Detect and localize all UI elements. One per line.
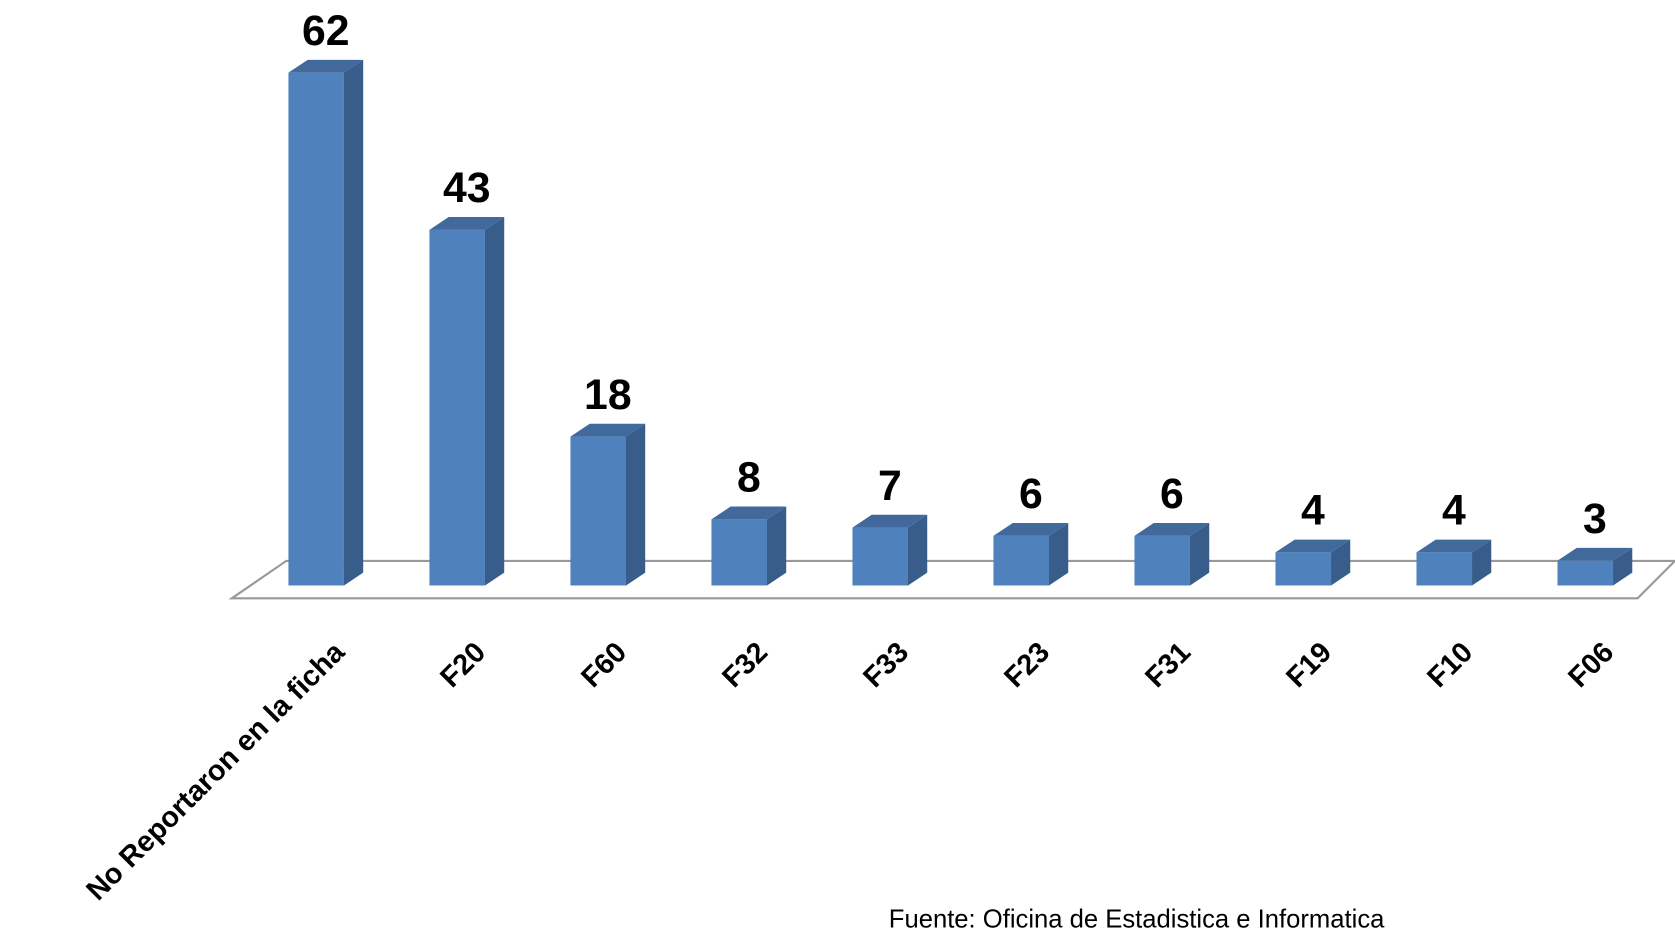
bar-front: [852, 527, 909, 586]
data-label: 4: [1301, 487, 1325, 535]
data-label: 8: [737, 454, 761, 502]
data-label: 43: [443, 164, 491, 212]
bar-top: [1557, 547, 1633, 561]
bar-side: [343, 59, 364, 586]
x-tick-label: F10: [1421, 636, 1479, 694]
x-tick-label: F20: [434, 636, 492, 694]
bar: [570, 423, 646, 586]
data-label: 6: [1019, 470, 1043, 518]
bar-front: [1134, 535, 1191, 586]
data-label: 3: [1583, 495, 1607, 543]
data-label: 4: [1442, 487, 1466, 535]
bar-side: [484, 216, 505, 586]
bar-top: [852, 514, 928, 528]
bar-side: [625, 423, 646, 586]
x-tick-label: F60: [575, 636, 633, 694]
bar-front: [1557, 560, 1614, 586]
bar-top: [429, 216, 505, 230]
bar-front: [429, 229, 485, 586]
x-tick-label: F06: [1562, 636, 1620, 694]
bar-front: [570, 436, 626, 586]
bar-side: [1049, 523, 1069, 586]
x-tick-label: No Reportaron en la ficha: [80, 636, 351, 907]
bar: [993, 523, 1069, 586]
bar: [288, 59, 364, 586]
bar-top: [1275, 539, 1351, 553]
bar-top: [711, 506, 787, 520]
bar: [429, 216, 505, 586]
bar: [1275, 539, 1351, 586]
bar: [1134, 523, 1210, 586]
bar-side: [1472, 539, 1492, 586]
x-tick-label: F19: [1280, 636, 1338, 694]
data-label: 18: [584, 371, 632, 419]
bar-front: [288, 72, 344, 586]
bar-front: [711, 519, 767, 586]
x-tick-label: F23: [998, 636, 1056, 694]
bar-side: [1190, 523, 1210, 586]
bar-top: [993, 523, 1069, 536]
bar: [1416, 539, 1492, 586]
bar-side: [908, 514, 928, 586]
data-label: 7: [878, 462, 902, 510]
bar-top: [1134, 523, 1210, 536]
bar-top: [288, 59, 364, 73]
x-tick-label: F31: [1139, 636, 1197, 694]
bar-side: [1613, 547, 1633, 586]
bar: [852, 514, 928, 586]
bar-side: [1331, 539, 1351, 586]
data-label: 6: [1160, 470, 1184, 518]
bar-front: [993, 535, 1050, 586]
bar-front: [1275, 552, 1332, 586]
bar-top: [1416, 539, 1492, 553]
data-label: 62: [302, 7, 350, 55]
bar: [711, 506, 787, 586]
bar-side: [766, 506, 787, 586]
x-tick-label: F32: [716, 636, 774, 694]
source-note: Fuente: Oficina de Estadistica e Informa…: [889, 905, 1385, 933]
bar-front: [1416, 552, 1473, 586]
bar: [1557, 547, 1633, 586]
bar-top: [570, 423, 646, 437]
x-tick-label: F33: [857, 636, 915, 694]
